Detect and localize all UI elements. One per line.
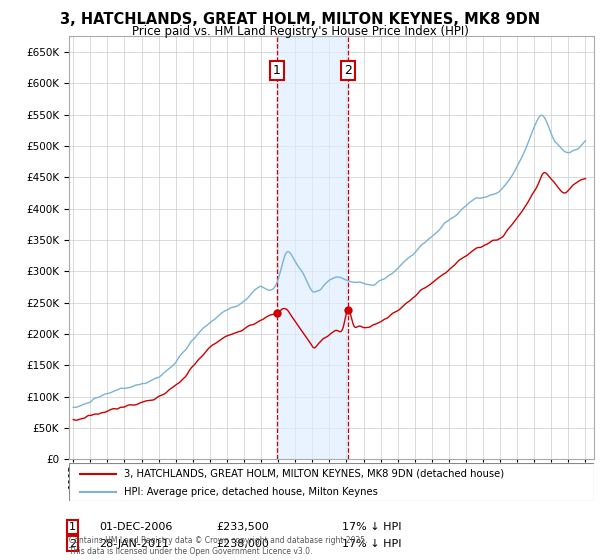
Text: 17% ↓ HPI: 17% ↓ HPI [342,522,401,532]
Text: 17% ↓ HPI: 17% ↓ HPI [342,539,401,549]
Text: 2: 2 [344,64,352,77]
Text: Contains HM Land Registry data © Crown copyright and database right 2025.
This d: Contains HM Land Registry data © Crown c… [69,536,367,556]
Text: 2: 2 [69,539,76,549]
Text: 01-DEC-2006: 01-DEC-2006 [99,522,172,532]
Text: £238,000: £238,000 [216,539,269,549]
Bar [277,36,348,459]
Text: 3, HATCHLANDS, GREAT HOLM, MILTON KEYNES, MK8 9DN (detached house): 3, HATCHLANDS, GREAT HOLM, MILTON KEYNES… [124,469,504,479]
Text: £233,500: £233,500 [216,522,269,532]
FancyBboxPatch shape [69,463,594,501]
Text: 1: 1 [273,64,281,77]
Text: HPI: Average price, detached house, Milton Keynes: HPI: Average price, detached house, Milt… [124,487,378,497]
Text: 3, HATCHLANDS, GREAT HOLM, MILTON KEYNES, MK8 9DN: 3, HATCHLANDS, GREAT HOLM, MILTON KEYNES… [60,12,540,27]
Text: 28-JAN-2011: 28-JAN-2011 [99,539,169,549]
Text: Price paid vs. HM Land Registry's House Price Index (HPI): Price paid vs. HM Land Registry's House … [131,25,469,38]
Text: 1: 1 [69,522,76,532]
